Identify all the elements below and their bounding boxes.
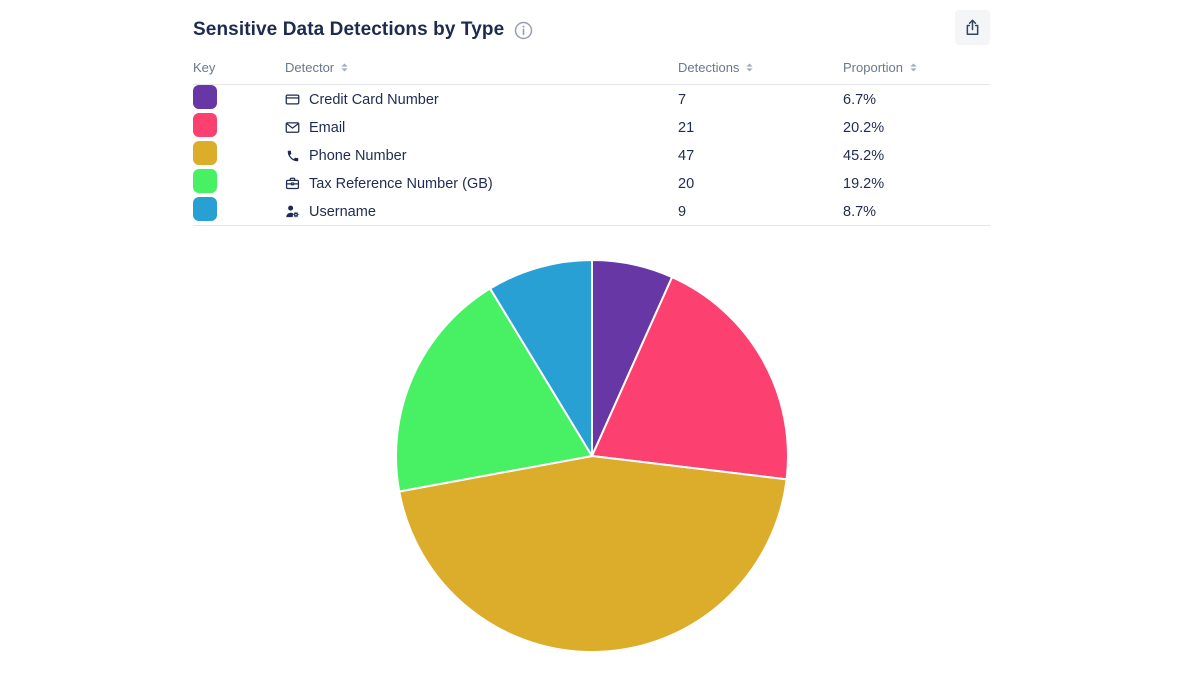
table-row: Tax Reference Number (GB) 20 19.2% (193, 169, 990, 197)
detections-value: 21 (678, 119, 695, 136)
pie-chart (393, 257, 791, 655)
column-header-proportion[interactable]: Proportion (843, 60, 990, 75)
pie-slice-tax-reference-number-gb[interactable] (395, 287, 593, 493)
credit-card-icon (285, 92, 300, 107)
proportion-value: 20.2% (843, 119, 885, 136)
pie-chart-svg (395, 259, 789, 653)
phone-icon (285, 148, 300, 163)
table-row: Email 21 20.2% (193, 113, 990, 141)
briefcase-icon (285, 176, 300, 191)
column-header-label: Key (193, 60, 216, 75)
sort-arrows-icon (908, 62, 919, 73)
detections-value: 9 (678, 203, 687, 220)
user-gear-icon (285, 204, 300, 219)
pie-slice-email[interactable] (591, 276, 789, 481)
key-color-swatch (193, 85, 217, 109)
proportion-value: 8.7% (843, 203, 877, 220)
table-row: Credit Card Number 7 6.7% (193, 85, 990, 113)
pie-slice-username[interactable] (489, 259, 593, 457)
card-header: Sensitive Data Detections by Type (193, 10, 990, 48)
key-color-swatch (193, 141, 217, 165)
column-header-key: Key (193, 60, 285, 75)
detector-label: Tax Reference Number (GB) (309, 175, 493, 192)
page-title: Sensitive Data Detections by Type (193, 19, 505, 40)
sort-arrows-icon (744, 62, 755, 73)
detector-label: Username (309, 203, 376, 220)
detections-value: 7 (678, 91, 687, 108)
email-icon (285, 120, 300, 135)
column-header-label: Proportion (843, 60, 903, 75)
proportion-value: 19.2% (843, 175, 885, 192)
table-row: Phone Number 47 45.2% (193, 141, 990, 169)
share-export-icon (963, 18, 982, 37)
proportion-value: 45.2% (843, 147, 885, 164)
detector-label: Phone Number (309, 147, 407, 164)
export-button[interactable] (955, 10, 990, 45)
table-body: Credit Card Number 7 6.7% Email 21 20.2% Pho… (193, 85, 990, 225)
detector-label: Email (309, 119, 346, 136)
proportion-value: 6.7% (843, 91, 877, 108)
pie-slice-phone-number[interactable] (398, 455, 788, 653)
key-color-swatch (193, 113, 217, 137)
detections-table: Key Detector Detections Proportion Credit… (193, 57, 990, 226)
detector-label: Credit Card Number (309, 91, 439, 108)
info-icon[interactable] (514, 21, 533, 40)
key-color-swatch (193, 169, 217, 193)
column-header-detector[interactable]: Detector (285, 60, 678, 75)
detections-value: 20 (678, 175, 695, 192)
key-color-swatch (193, 197, 217, 221)
table-header-row: Key Detector Detections Proportion (193, 57, 990, 78)
column-header-detections[interactable]: Detections (678, 60, 843, 75)
sort-arrows-icon (339, 62, 350, 73)
column-header-label: Detections (678, 60, 740, 75)
table-bottom-divider (193, 225, 990, 226)
column-header-label: Detector (285, 60, 335, 75)
detections-value: 47 (678, 147, 695, 164)
table-row: Username 9 8.7% (193, 197, 990, 225)
table-header-divider (193, 84, 990, 85)
